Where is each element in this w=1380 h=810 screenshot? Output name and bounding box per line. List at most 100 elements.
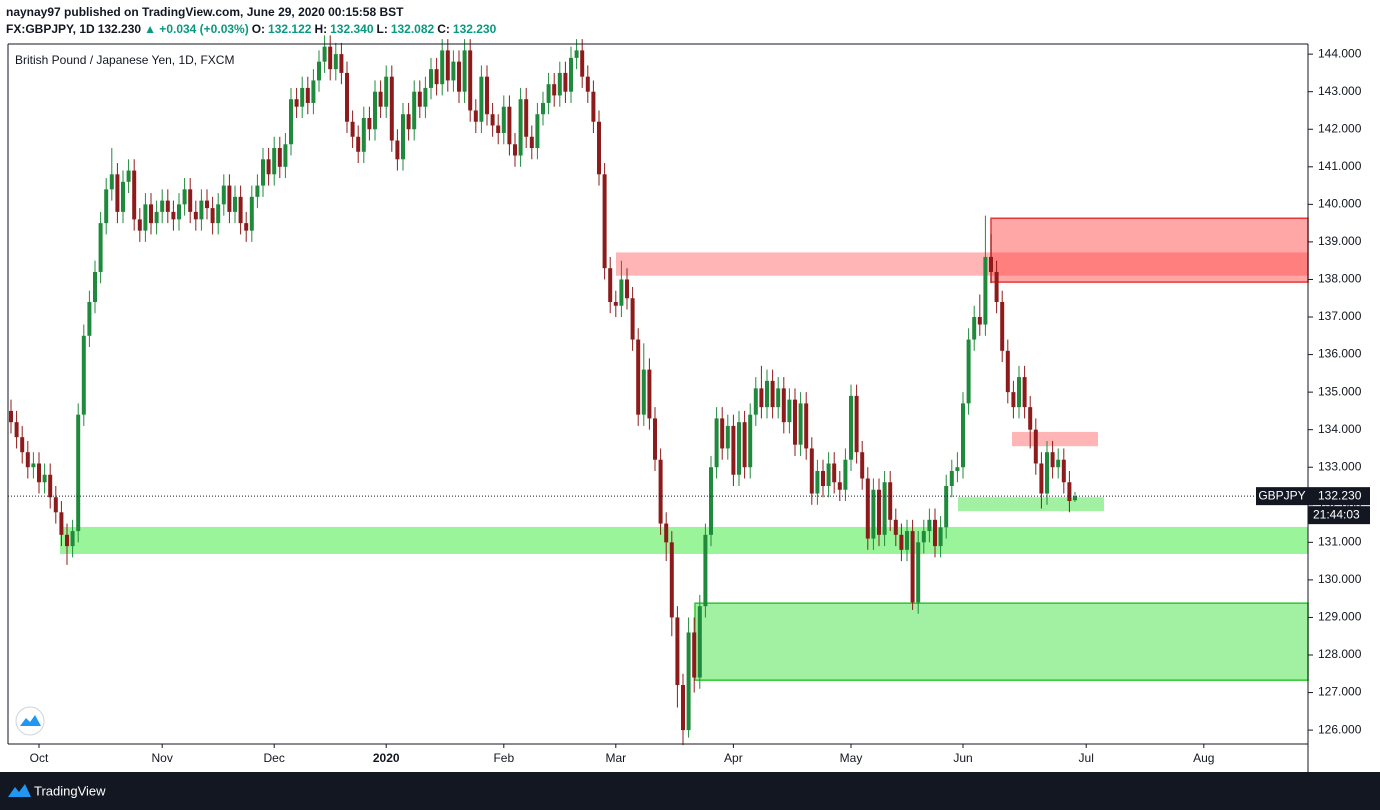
candle-body bbox=[591, 91, 596, 122]
candle-body bbox=[994, 271, 999, 302]
open-label: O: bbox=[251, 22, 266, 36]
candle-body bbox=[300, 87, 305, 107]
candle-body bbox=[429, 69, 433, 88]
candle-body bbox=[888, 482, 893, 520]
x-tick-label: Oct bbox=[30, 751, 49, 765]
candle-body bbox=[333, 54, 338, 70]
candle-body bbox=[93, 271, 97, 302]
candle-body bbox=[121, 181, 125, 212]
candle-body bbox=[1050, 452, 1055, 468]
high-label: H: bbox=[314, 22, 328, 36]
y-tick-label: 137.000 bbox=[1318, 309, 1362, 323]
x-tick-label: Feb bbox=[493, 751, 514, 765]
candle-body bbox=[171, 211, 176, 220]
y-tick-label: 135.000 bbox=[1318, 384, 1362, 398]
footer-brand: TradingView bbox=[34, 783, 106, 798]
candle-body bbox=[933, 519, 937, 547]
header: naynay97 published on TradingView.com, J… bbox=[6, 4, 499, 38]
candle-body bbox=[401, 114, 405, 160]
x-tick-label: 2020 bbox=[373, 751, 400, 765]
candle-body bbox=[893, 519, 898, 535]
candle-body bbox=[977, 317, 982, 325]
candle-body bbox=[625, 279, 629, 299]
candle-body bbox=[832, 463, 837, 483]
y-tick-label: 127.000 bbox=[1318, 685, 1362, 699]
footer-bar bbox=[0, 772, 1380, 810]
candle-body bbox=[378, 91, 383, 107]
candle-body bbox=[916, 542, 921, 603]
close-value: 132.230 bbox=[452, 22, 497, 36]
candle-body bbox=[557, 72, 562, 96]
candle-body bbox=[165, 200, 170, 212]
candle-body bbox=[490, 114, 495, 126]
candle-body bbox=[518, 99, 523, 156]
candle-body bbox=[412, 91, 417, 130]
candle-body bbox=[81, 335, 86, 415]
candle-body bbox=[350, 121, 355, 137]
x-tick-label: Aug bbox=[1193, 751, 1214, 765]
y-tick-label: 143.000 bbox=[1318, 84, 1362, 98]
candle-body bbox=[373, 91, 377, 130]
candle-body bbox=[613, 301, 618, 306]
candle-body bbox=[1022, 377, 1027, 408]
candle-body bbox=[137, 219, 142, 231]
candle-body bbox=[725, 425, 730, 449]
candle-body bbox=[339, 54, 344, 73]
candle-body bbox=[770, 380, 775, 408]
change: ▲ +0.034 (+0.03%) bbox=[144, 22, 249, 36]
x-tick-label: Jun bbox=[953, 751, 972, 765]
zones bbox=[60, 217, 1309, 681]
candle-body bbox=[468, 50, 473, 111]
candle-body bbox=[311, 80, 316, 103]
candle-body bbox=[255, 185, 260, 197]
candle-body bbox=[210, 208, 215, 224]
candle-body bbox=[109, 174, 114, 190]
candle-body bbox=[277, 148, 282, 167]
y-tick-label: 128.000 bbox=[1318, 647, 1362, 661]
candle-body bbox=[87, 301, 92, 336]
candle-body bbox=[966, 339, 971, 404]
x-tick-label: Dec bbox=[264, 751, 285, 765]
candle-body bbox=[25, 452, 30, 468]
candle-body bbox=[753, 388, 758, 415]
candle-body bbox=[266, 159, 271, 175]
candle-body bbox=[608, 268, 613, 302]
candle-body bbox=[317, 61, 321, 81]
candle-body bbox=[98, 223, 103, 272]
candle-body bbox=[658, 459, 663, 524]
candle-body bbox=[860, 452, 865, 479]
y-tick-label: 126.000 bbox=[1318, 722, 1362, 736]
candle-body bbox=[574, 50, 579, 58]
candle-body bbox=[709, 467, 713, 535]
footer-logo bbox=[8, 784, 31, 797]
candle-body bbox=[854, 395, 859, 453]
candle-body bbox=[361, 117, 366, 152]
candle-body bbox=[697, 606, 702, 678]
candle-body bbox=[126, 170, 131, 182]
candle-body bbox=[261, 159, 265, 186]
candle-body bbox=[37, 463, 41, 483]
candle-body bbox=[160, 200, 165, 212]
y-tick-label: 140.000 bbox=[1318, 197, 1362, 211]
candle-body bbox=[417, 91, 422, 107]
countdown-label: 21:44:03 bbox=[1313, 507, 1360, 521]
candle-body bbox=[703, 534, 708, 607]
price-tag bbox=[1308, 487, 1370, 506]
candle-body bbox=[899, 534, 904, 550]
candle-body bbox=[149, 204, 153, 224]
quote-line: FX:GBPJPY, 1D 132.230 ▲ +0.034 (+0.03%) O: 1… bbox=[6, 21, 499, 38]
x-tick-label: Mar bbox=[605, 751, 626, 765]
watermark-logo bbox=[15, 706, 45, 736]
publish-line: naynay97 published on TradingView.com, J… bbox=[6, 4, 499, 21]
candle-body bbox=[445, 50, 450, 81]
candle-body bbox=[597, 121, 601, 175]
candle-body bbox=[989, 256, 993, 272]
zone bbox=[60, 526, 1308, 554]
candle-body bbox=[322, 46, 327, 62]
candle-body bbox=[496, 125, 501, 134]
last-price: 132.230 bbox=[97, 22, 142, 36]
chart-title: British Pound / Japanese Yen, 1D, FXCM bbox=[15, 53, 234, 67]
y-tick-label: 142.000 bbox=[1318, 121, 1362, 135]
candle-body bbox=[793, 399, 797, 445]
